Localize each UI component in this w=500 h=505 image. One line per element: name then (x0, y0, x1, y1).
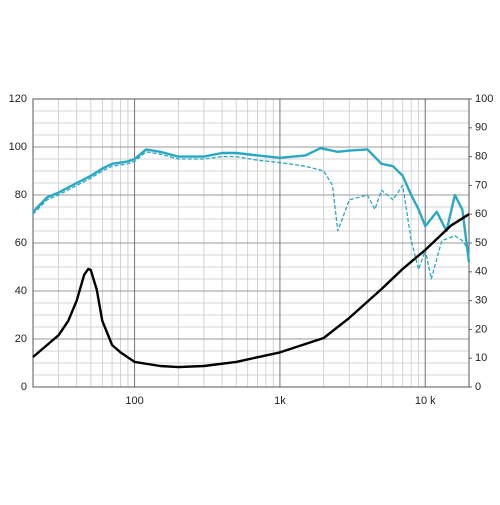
x-tick-label: 100 (125, 395, 143, 407)
y2-tick-label: 40 (475, 266, 487, 278)
plot-frame (32, 98, 470, 388)
x-tick-label: 1k (274, 395, 286, 407)
y-tick-label: 20 (15, 333, 27, 345)
y2-tick-label: 100 (475, 93, 493, 105)
y-tick-label: 80 (15, 189, 27, 201)
y-tick-label: 0 (21, 381, 27, 393)
y-tick-label: 120 (9, 93, 27, 105)
y2-tick-label: 20 (475, 323, 487, 335)
x-tick-label: 10 k (415, 395, 436, 407)
y2-tick-label: 0 (475, 381, 481, 393)
y2-tick-label: 70 (475, 179, 487, 191)
y2-tick-label: 90 (475, 122, 487, 134)
y2-tick-label: 80 (475, 151, 487, 163)
series-line (32, 147, 471, 263)
y2-tick-label: 30 (475, 295, 487, 307)
y2-tick-label: 10 (475, 352, 487, 364)
y-tick-label: 40 (15, 285, 27, 297)
y2-tick-label: 50 (475, 237, 487, 249)
y-tick-label: 60 (15, 237, 27, 249)
y-tick-label: 100 (9, 141, 27, 153)
y2-tick-label: 60 (475, 208, 487, 220)
series-line (32, 213, 470, 369)
